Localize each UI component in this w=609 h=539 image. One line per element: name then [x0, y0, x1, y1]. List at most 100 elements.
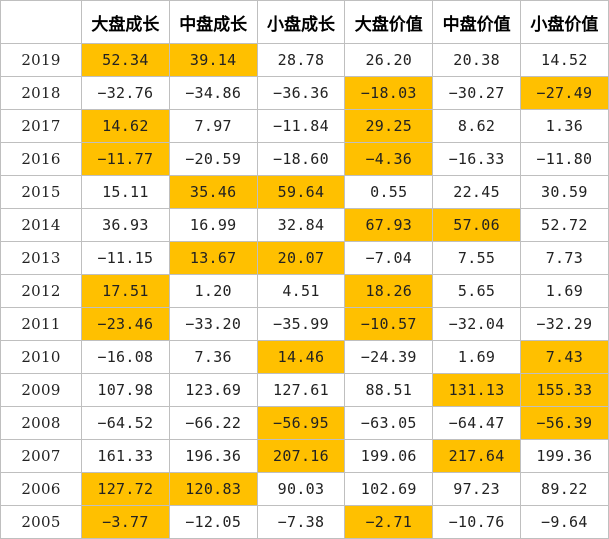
- value-cell: 29.25: [344, 109, 434, 143]
- value-cell: 1.69: [432, 340, 521, 374]
- value-cell: 36.93: [81, 208, 170, 242]
- header-small-value: 小盘价值: [519, 0, 609, 44]
- value-cell: 67.93: [344, 208, 434, 242]
- value-cell: 199.36: [519, 439, 609, 473]
- value-cell: 127.72: [81, 472, 170, 506]
- year-cell: 2014: [0, 208, 82, 242]
- value-cell: 18.26: [344, 274, 434, 308]
- table-row: 2006 127.72 120.83 90.03 102.69 97.23 89.22: [0, 472, 609, 506]
- value-cell: 30.59: [519, 175, 609, 209]
- table-row: 2016 −11.77 −20.59 −18.60 −4.36 −16.33 −11.80: [0, 142, 609, 176]
- header-mid-value: 中盘价值: [432, 0, 521, 44]
- value-cell: 161.33: [81, 439, 170, 473]
- header-row: 大盘成长 中盘成长 小盘成长 大盘价值 中盘价值 小盘价值: [0, 0, 609, 44]
- value-cell: −36.36: [256, 76, 346, 110]
- value-cell: 52.72: [519, 208, 609, 242]
- value-cell: −11.77: [81, 142, 170, 176]
- year-cell: 2019: [0, 43, 82, 77]
- value-cell: −30.27: [432, 76, 521, 110]
- value-cell: 90.03: [256, 472, 346, 506]
- value-cell: −12.05: [168, 505, 258, 539]
- value-cell: 39.14: [168, 43, 258, 77]
- value-cell: −11.15: [81, 241, 170, 275]
- value-cell: 35.46: [168, 175, 258, 209]
- value-cell: 207.16: [256, 439, 346, 473]
- value-cell: 4.51: [256, 274, 346, 308]
- table-row: 2019 52.34 39.14 28.78 26.20 20.38 14.52: [0, 43, 609, 77]
- value-cell: −56.39: [519, 406, 609, 440]
- year-cell: 2012: [0, 274, 82, 308]
- value-cell: 1.69: [519, 274, 609, 308]
- table-row: 2008 −64.52 −66.22 −56.95 −63.05 −64.47 −56.39: [0, 406, 609, 440]
- value-cell: −32.04: [432, 307, 521, 341]
- value-cell: −3.77: [81, 505, 170, 539]
- value-cell: −2.71: [344, 505, 434, 539]
- value-cell: −18.60: [256, 142, 346, 176]
- value-cell: 107.98: [81, 373, 170, 407]
- value-cell: −66.22: [168, 406, 258, 440]
- value-cell: 52.34: [81, 43, 170, 77]
- value-cell: −10.76: [432, 505, 521, 539]
- value-cell: 59.64: [256, 175, 346, 209]
- value-cell: 155.33: [519, 373, 609, 407]
- year-cell: 2013: [0, 241, 82, 275]
- value-cell: −7.04: [344, 241, 434, 275]
- table-row: 2018 −32.76 −34.86 −36.36 −18.03 −30.27 −27.49: [0, 76, 609, 110]
- value-cell: 7.97: [168, 109, 258, 143]
- value-cell: 5.65: [432, 274, 521, 308]
- value-cell: 7.55: [432, 241, 521, 275]
- table-row: 2011 −23.46 −33.20 −35.99 −10.57 −32.04 −32.29: [0, 307, 609, 341]
- value-cell: 8.62: [432, 109, 521, 143]
- value-cell: −4.36: [344, 142, 434, 176]
- value-cell: 20.38: [432, 43, 521, 77]
- value-cell: 13.67: [168, 241, 258, 275]
- table-row: 2017 14.62 7.97 −11.84 29.25 8.62 1.36: [0, 109, 609, 143]
- value-cell: −33.20: [168, 307, 258, 341]
- value-cell: −16.33: [432, 142, 521, 176]
- year-cell: 2017: [0, 109, 82, 143]
- value-cell: −11.80: [519, 142, 609, 176]
- value-cell: −35.99: [256, 307, 346, 341]
- table-row: 2005 −3.77 −12.05 −7.38 −2.71 −10.76 −9.64: [0, 505, 609, 539]
- value-cell: −9.64: [519, 505, 609, 539]
- value-cell: 196.36: [168, 439, 258, 473]
- value-cell: 102.69: [344, 472, 434, 506]
- value-cell: 14.62: [81, 109, 170, 143]
- year-cell: 2016: [0, 142, 82, 176]
- value-cell: 131.13: [432, 373, 521, 407]
- value-cell: 20.07: [256, 241, 346, 275]
- value-cell: −20.59: [168, 142, 258, 176]
- value-cell: 123.69: [168, 373, 258, 407]
- value-cell: −32.76: [81, 76, 170, 110]
- year-cell: 2006: [0, 472, 82, 506]
- header-year: [0, 0, 82, 44]
- value-cell: −23.46: [81, 307, 170, 341]
- value-cell: −34.86: [168, 76, 258, 110]
- header-large-value: 大盘价值: [344, 0, 434, 44]
- value-cell: −56.95: [256, 406, 346, 440]
- year-cell: 2007: [0, 439, 82, 473]
- value-cell: −7.38: [256, 505, 346, 539]
- value-cell: −16.08: [81, 340, 170, 374]
- year-cell: 2018: [0, 76, 82, 110]
- header-small-growth: 小盘成长: [256, 0, 346, 44]
- value-cell: 1.36: [519, 109, 609, 143]
- value-cell: 199.06: [344, 439, 434, 473]
- value-cell: 7.73: [519, 241, 609, 275]
- year-cell: 2005: [0, 505, 82, 539]
- value-cell: 32.84: [256, 208, 346, 242]
- value-cell: 14.52: [519, 43, 609, 77]
- value-cell: 88.51: [344, 373, 434, 407]
- value-cell: 26.20: [344, 43, 434, 77]
- table-row: 2009 107.98 123.69 127.61 88.51 131.13 155.33: [0, 373, 609, 407]
- year-cell: 2008: [0, 406, 82, 440]
- value-cell: −32.29: [519, 307, 609, 341]
- value-cell: 97.23: [432, 472, 521, 506]
- value-cell: −11.84: [256, 109, 346, 143]
- year-cell: 2011: [0, 307, 82, 341]
- value-cell: 89.22: [519, 472, 609, 506]
- value-cell: −64.52: [81, 406, 170, 440]
- table-body: 2019 52.34 39.14 28.78 26.20 20.38 14.52 2018 −3…: [0, 43, 609, 539]
- value-cell: −63.05: [344, 406, 434, 440]
